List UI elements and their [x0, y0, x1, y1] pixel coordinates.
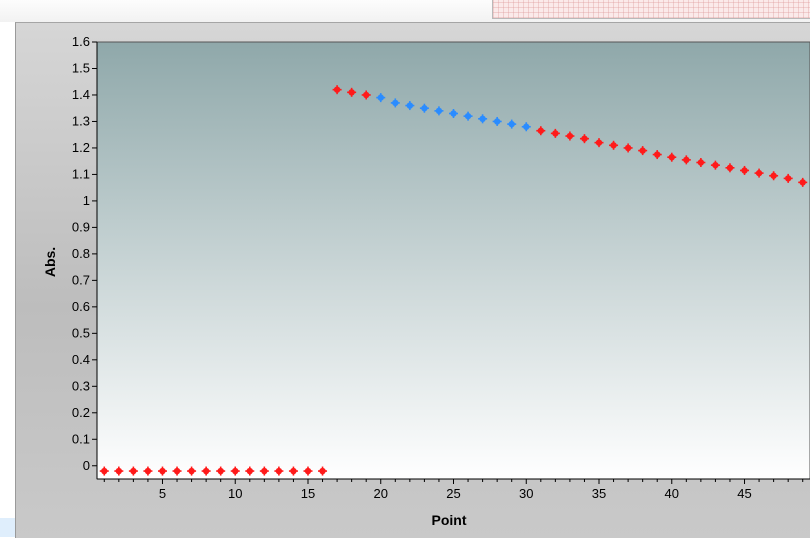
red-data-point	[128, 466, 138, 476]
y-tick-label: 1.5	[72, 60, 90, 75]
x-tick-label: 40	[665, 486, 679, 501]
top-right-panel	[492, 0, 810, 19]
y-tick-label: 0.6	[72, 299, 90, 314]
red-data-point	[652, 150, 662, 160]
x-tick-label: 10	[228, 486, 242, 501]
y-tick-label: 0	[83, 458, 90, 473]
plot-area	[96, 41, 810, 480]
red-data-point	[638, 146, 648, 156]
x-tick-label: 30	[519, 486, 533, 501]
red-data-point	[274, 466, 284, 476]
x-tick-label: 35	[592, 486, 606, 501]
red-data-point	[157, 466, 167, 476]
red-data-point	[710, 160, 720, 170]
red-data-point	[565, 131, 575, 141]
x-tick-label: 25	[446, 486, 460, 501]
y-tick-label: 0.3	[72, 378, 90, 393]
x-tick-label: 45	[737, 486, 751, 501]
blue-data-point	[449, 109, 458, 119]
blue-data-point	[419, 103, 429, 113]
red-data-point	[230, 466, 240, 476]
y-tick-label: 0.9	[72, 219, 90, 234]
y-tick-label: 0.4	[72, 352, 90, 367]
blue-data-point	[521, 122, 531, 132]
y-tick-label: 1.2	[72, 140, 90, 155]
blue-data-point	[463, 111, 473, 121]
red-data-point	[696, 158, 706, 168]
red-data-point	[361, 90, 371, 100]
red-data-point	[201, 466, 211, 476]
red-data-point	[798, 177, 808, 187]
blue-data-point	[376, 93, 386, 103]
red-data-point	[216, 466, 226, 476]
red-data-point	[332, 85, 342, 95]
red-data-point	[536, 126, 546, 136]
red-data-point	[172, 466, 182, 476]
red-data-point	[754, 168, 764, 178]
bottom-left-accent	[0, 518, 15, 537]
red-data-point	[347, 87, 357, 97]
blue-data-point	[405, 101, 415, 111]
blue-data-point	[478, 114, 488, 124]
y-tick-label: 1	[83, 193, 90, 208]
red-data-point	[245, 466, 255, 476]
x-tick-label: 5	[159, 486, 166, 501]
red-data-point	[187, 466, 197, 476]
blue-data-point	[507, 119, 517, 129]
y-tick-label: 1.1	[72, 166, 90, 181]
blue-data-point	[434, 106, 444, 116]
y-tick-label: 1.6	[72, 34, 90, 49]
red-data-point	[114, 466, 124, 476]
y-axis-title: Abs.	[42, 247, 58, 277]
y-tick-label: 1.4	[72, 87, 90, 102]
blue-data-point	[492, 116, 502, 126]
y-tick-label: 0.1	[72, 431, 90, 446]
y-tick-label: 1.3	[72, 113, 90, 128]
red-data-point	[550, 128, 560, 138]
data-points	[99, 85, 808, 476]
red-data-point	[594, 138, 604, 148]
red-data-point	[318, 466, 328, 476]
y-tick-label: 0.7	[72, 272, 90, 287]
y-tick-label: 0.2	[72, 405, 90, 420]
red-data-point	[623, 143, 633, 153]
x-axis-title: Point	[432, 512, 467, 528]
red-data-point	[725, 163, 735, 173]
axes: 0 0.1 0.2 0.3 0.4 0.5 0.6 0.7 0.8 0.9 1 1.1 1.2 1.3 1.…	[72, 34, 810, 501]
red-data-point	[609, 140, 619, 150]
red-data-point	[99, 466, 109, 476]
red-data-point	[783, 173, 793, 183]
x-tick-label: 15	[301, 486, 315, 501]
y-tick-label: 0.8	[72, 246, 90, 261]
red-data-point	[667, 152, 677, 162]
red-data-point	[740, 165, 750, 175]
red-data-point	[579, 134, 589, 144]
red-data-point	[681, 155, 691, 165]
x-tick-label: 20	[374, 486, 388, 501]
red-data-point	[259, 466, 269, 476]
red-data-point	[769, 171, 779, 181]
red-data-point	[288, 466, 298, 476]
red-data-point	[143, 466, 153, 476]
y-tick-label: 0.5	[72, 325, 90, 340]
red-data-point	[303, 466, 313, 476]
blue-data-point	[390, 98, 400, 108]
